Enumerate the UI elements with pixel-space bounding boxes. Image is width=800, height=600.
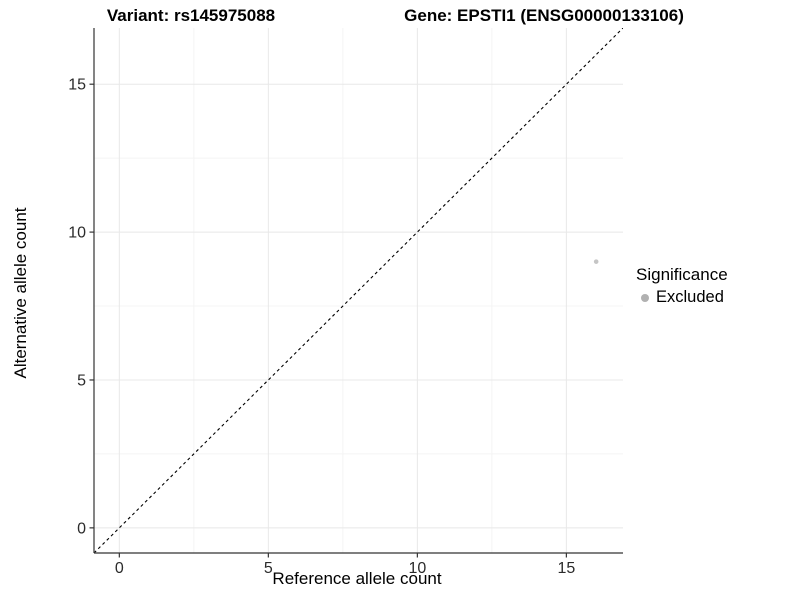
x-tick-label: 5: [264, 560, 273, 577]
y-tick-label: 5: [77, 372, 86, 389]
y-axis-title: Alternative allele count: [11, 207, 30, 379]
legend: Significance Excluded: [634, 265, 728, 307]
y-tick-label: 10: [68, 225, 86, 242]
plot-title-variant: Variant: rs145975088: [106, 6, 276, 25]
plot-title-gene: Gene: EPSTI1 (ENSG00000133106): [404, 6, 684, 25]
x-tick-label: 10: [408, 560, 426, 577]
legend-item-excluded: Excluded: [634, 288, 728, 307]
identity-dashed-line: [94, 28, 623, 553]
x-tick-label: 0: [115, 560, 124, 577]
legend-title: Significance: [636, 265, 728, 284]
legend-point-icon: [641, 293, 649, 302]
x-tick-label: 15: [557, 560, 575, 577]
legend-item-label: Excluded: [656, 288, 724, 306]
data-point: [593, 259, 599, 264]
y-tick-label: 0: [77, 520, 86, 537]
y-tick-label: 15: [68, 77, 86, 94]
x-axis-title: Reference allele count: [272, 569, 442, 588]
